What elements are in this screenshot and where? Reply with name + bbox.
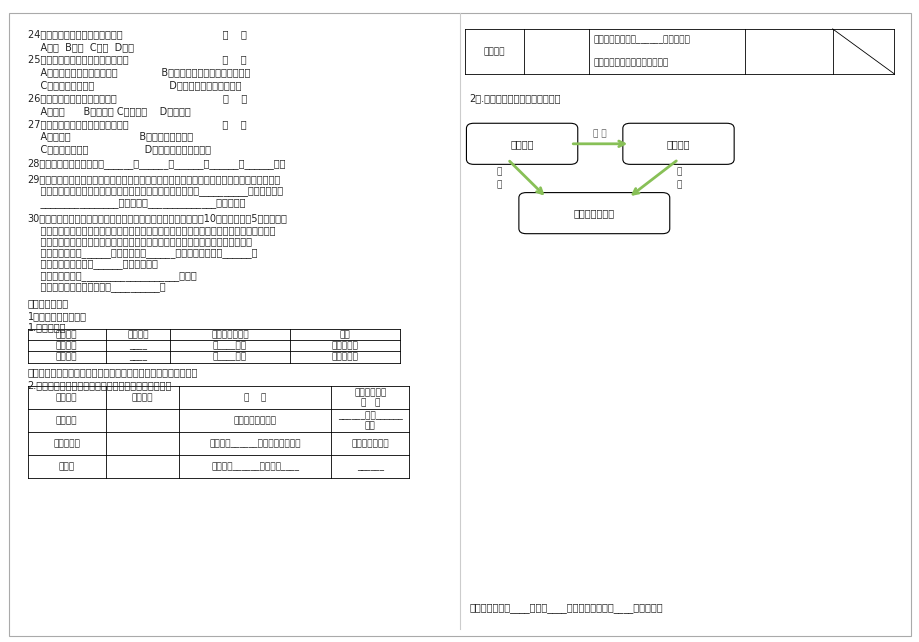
Text: 本节内容小结：: 本节内容小结：	[28, 299, 69, 309]
Text: 调: 调	[496, 168, 502, 177]
Text: 肤因血管扩张而显得面红耳赤。: 肤因血管扩张而显得面红耳赤。	[593, 58, 668, 67]
Text: A．注射比口服的疗效更明显              B．口服后被消化分解，失去功能: A．注射比口服的疗效更明显 B．口服后被消化分解，失去功能	[28, 67, 250, 78]
Text: 2.激素：由内分泌腺分泌的，对人体有特殊作用的物质: 2.激素：由内分泌腺分泌的，对人体有特殊作用的物质	[28, 380, 172, 390]
Text: 激素分泌失调
病   症: 激素分泌失调 病 症	[354, 388, 386, 408]
Text: 分泌物输送方式: 分泌物输送方式	[211, 330, 248, 339]
Text: 液中还含有葡萄糖成分。根据以上症状，小明的爸爸可能患有__________病，其原因是: 液中还含有葡萄糖成分。根据以上症状，小明的爸爸可能患有__________病，其…	[28, 186, 282, 196]
Text: 25．胰岛素类药物不能口服的原因是                              （    ）: 25．胰岛素类药物不能口服的原因是 （ ）	[28, 55, 246, 65]
Text: 外分泌腺: 外分泌腺	[56, 352, 77, 361]
Text: ______症，______
症；: ______症，______ 症；	[337, 412, 403, 431]
Text: 甲状腺激素: 甲状腺激素	[53, 439, 80, 448]
Text: 神经调节: 神经调节	[510, 139, 533, 149]
Text: 促进人体______，促进新陈代谢等: 促进人体______，促进新陈代谢等	[210, 439, 301, 448]
Text: 人体主要的内分泌腺：垂体、甲状腺、胸腺、肾上腺、胰岛、性腺: 人体主要的内分泌腺：垂体、甲状腺、胸腺、肾上腺、胰岛、性腺	[28, 367, 198, 377]
Text: 调 控: 调 控	[593, 130, 607, 139]
Text: 激素名称: 激素名称	[56, 394, 77, 403]
Text: 调节人体生长发育: 调节人体生长发育	[233, 417, 277, 426]
Text: ⑴其中实验组是______组，对照组是______组；实验的变量是______。: ⑴其中实验组是______组，对照组是______组；实验的变量是______。	[28, 248, 256, 258]
Text: ⑶这个实验证明____________________作用；: ⑶这个实验证明____________________作用；	[28, 271, 196, 281]
Text: 肾上腺素: 肾上腺素	[483, 47, 505, 56]
Text: ____: ____	[129, 341, 147, 351]
Text: ________________，可以通过______________进行治疗。: ________________，可以通过______________进行治疗。	[28, 198, 244, 208]
Text: 实例: 实例	[339, 330, 350, 339]
Text: 激素调节: 激素调节	[666, 139, 689, 149]
Text: 汗腺、肝脏: 汗腺、肝脏	[331, 352, 358, 361]
Text: ⑷分泌甲状腺激素的腺体叫__________。: ⑷分泌甲状腺激素的腺体叫__________。	[28, 282, 165, 293]
Text: C．口服后不易吸收                        D．口服无法进入血液循环: C．口服后不易吸收 D．口服无法进入血液循环	[28, 80, 241, 91]
Text: 人的生命活动受____系统和____的调节，但主要受____系统的调节: 人的生命活动受____系统和____的调节，但主要受____系统的调节	[469, 603, 662, 613]
Text: 人体的生命活动: 人体的生命活动	[573, 208, 614, 218]
Text: A．甲亢      B．低血糖 C．糖尿病    D．呆小症: A．甲亢 B．低血糖 C．糖尿病 D．呆小症	[28, 106, 190, 116]
FancyBboxPatch shape	[466, 123, 577, 164]
Text: 作    用: 作 用	[244, 394, 267, 403]
Text: 27．幼年时生长激素分泌过多会导致                              （    ）: 27．幼年时生长激素分泌过多会导致 （ ）	[28, 119, 246, 129]
Text: 够促使心跳加快、______，并且使皮: 够促使心跳加快、______，并且使皮	[593, 35, 689, 44]
Text: 少量甲状腺激素，乙缸中不掺入，然后每天观察记录蝌蚪的变化。回答下列问题：: 少量甲状腺激素，乙缸中不掺入，然后每天观察记录蝌蚪的变化。回答下列问题：	[28, 236, 251, 247]
Text: 24．合成甲状腺激素的重要原料是                                （    ）: 24．合成甲状腺激素的重要原料是 （ ）	[28, 29, 246, 39]
Text: ______: ______	[357, 462, 383, 471]
Text: 节: 节	[496, 180, 502, 189]
FancyBboxPatch shape	[518, 193, 669, 234]
Text: 1.内分泌腺：: 1.内分泌腺：	[28, 322, 66, 333]
Text: 30．某生物兴趣小组为了验证甲状腺激素的作用设计了如下实验：10只小蝌蚪，每5只一组，放: 30．某生物兴趣小组为了验证甲状腺激素的作用设计了如下实验：10只小蝌蚪，每5只…	[28, 213, 287, 223]
Text: 经____输送: 经____输送	[212, 341, 247, 351]
Text: 28．人体主要的内分泌腺有______、______、______、______和______等。: 28．人体主要的内分泌腺有______、______、______、______…	[28, 159, 286, 169]
Text: 29．小明的爸爸近来身体日渐消瘦，而且多尿，到医院检查，发现血液中的胰岛素含量很低，尿: 29．小明的爸爸近来身体日渐消瘦，而且多尿，到医院检查，发现血液中的胰岛素含量很…	[28, 175, 280, 185]
Text: 节: 节	[675, 180, 681, 189]
Text: ⑵先发育成成蛙的是______缸中的蝌蚪；: ⑵先发育成成蛙的是______缸中的蝌蚪；	[28, 259, 157, 270]
Text: 胰岛素: 胰岛素	[59, 462, 74, 471]
Text: 地方性甲状腺肿: 地方性甲状腺肿	[351, 439, 389, 448]
Text: 26．某人胰岛素含量不足，会患                                  （    ）: 26．某人胰岛素含量不足，会患 （ ）	[28, 93, 246, 103]
Text: A．巨人症                      B．地方性甲状腺肿: A．巨人症 B．地方性甲状腺肿	[28, 132, 192, 142]
Text: 入甲、乙两个小水缸中，其中水温、水质、水量都相同，每天喂一次食物，其中甲缸中掺入: 入甲、乙两个小水缸中，其中水温、水质、水量都相同，每天喂一次食物，其中甲缸中掺入	[28, 225, 275, 235]
Text: 性腺、垂体: 性腺、垂体	[331, 341, 358, 351]
Text: 内分泌腺: 内分泌腺	[56, 341, 77, 351]
Text: 经____排出: 经____排出	[212, 352, 247, 361]
Text: 调节糖的______、利用和____: 调节糖的______、利用和____	[211, 462, 299, 471]
Text: 调: 调	[675, 168, 681, 177]
Text: A．钾  B．磷  C．钙  D．碘: A．钾 B．磷 C．钙 D．碘	[28, 42, 133, 52]
Text: 产生部位: 产生部位	[131, 394, 153, 403]
Text: C．第二性征改变                  D．神经系统兴奋性过高: C．第二性征改变 D．神经系统兴奋性过高	[28, 144, 210, 155]
Text: ____: ____	[129, 352, 147, 361]
FancyBboxPatch shape	[622, 123, 733, 164]
Text: 有无导管: 有无导管	[127, 330, 149, 339]
Text: 腺体类别: 腺体类别	[56, 330, 77, 339]
Text: 生长激素: 生长激素	[56, 417, 77, 426]
Text: 2、.激素调节与神经调节的关系：: 2、.激素调节与神经调节的关系：	[469, 93, 560, 103]
Text: 1、内分泌腺分泌激素: 1、内分泌腺分泌激素	[28, 311, 86, 322]
